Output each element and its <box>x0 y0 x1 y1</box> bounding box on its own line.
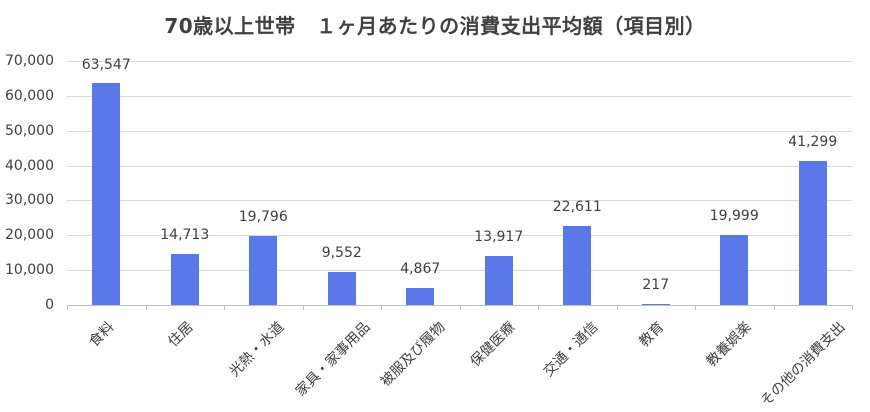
x-tick-mark <box>224 305 225 310</box>
bar <box>92 83 121 305</box>
bar <box>327 271 356 305</box>
bar <box>720 235 749 305</box>
gridline <box>67 200 852 202</box>
x-category-label: 教育 <box>636 319 668 351</box>
y-tick-label: 0 <box>45 297 54 313</box>
x-category-label: 光熱・水道 <box>226 319 288 380</box>
x-tick-mark <box>67 305 68 310</box>
data-label: 41,299 <box>788 134 838 151</box>
bar <box>249 235 278 305</box>
gridline <box>67 235 852 237</box>
y-tick-label: 10,000 <box>5 262 54 279</box>
x-category-label: その他の消費支出 <box>758 319 849 410</box>
data-label: 19,796 <box>238 208 288 225</box>
y-tick-label: 50,000 <box>5 122 54 139</box>
x-tick-mark <box>145 305 147 310</box>
x-category-label: 食料 <box>86 319 118 351</box>
x-tick-mark <box>381 305 382 310</box>
x-tick-mark <box>459 305 461 310</box>
data-label: 217 <box>642 277 670 294</box>
data-label: 63,547 <box>81 56 131 73</box>
data-label: 9,552 <box>321 244 362 261</box>
x-tick-mark <box>773 305 775 310</box>
gridline <box>67 130 852 132</box>
x-category-label: 交通・通信 <box>540 319 602 380</box>
bar <box>641 304 670 306</box>
gridline <box>67 61 852 62</box>
x-category-label: 住居 <box>165 319 197 351</box>
x-tick-mark <box>616 305 618 310</box>
y-tick-label: 70,000 <box>5 53 54 69</box>
data-label: 4,867 <box>400 261 441 278</box>
x-category-label: 保健医療 <box>467 319 519 371</box>
chart-title: 70歳以上世帯 １ヶ月あたりの消費支出平均額（項目別） <box>164 14 706 38</box>
bar <box>406 288 435 305</box>
bar <box>563 226 592 305</box>
data-label: 13,917 <box>474 229 524 246</box>
data-label: 19,999 <box>709 208 759 225</box>
data-label: 22,611 <box>552 199 602 216</box>
data-label: 14,713 <box>160 226 210 243</box>
y-tick-label: 60,000 <box>5 87 54 104</box>
x-tick-mark <box>302 305 304 310</box>
bar <box>798 161 827 305</box>
bar <box>170 253 199 305</box>
x-tick-mark <box>852 305 853 310</box>
gridline <box>67 165 852 167</box>
gridline <box>67 95 852 97</box>
x-tick-mark <box>538 305 539 310</box>
y-tick-label: 30,000 <box>5 192 54 209</box>
bar <box>484 256 513 305</box>
plot-area: 63,547 14,713 19,796 9,552 4,867 13,917 22,611… <box>67 57 853 310</box>
x-category-label: 家具・家事用品 <box>293 319 374 400</box>
x-category-label: 教養娯楽 <box>703 319 754 371</box>
x-category-label: 被服及び履物 <box>377 319 449 390</box>
x-tick-mark <box>695 305 696 310</box>
gridline <box>67 270 852 272</box>
y-tick-label: 20,000 <box>5 227 54 244</box>
y-tick-label: 40,000 <box>5 157 54 174</box>
